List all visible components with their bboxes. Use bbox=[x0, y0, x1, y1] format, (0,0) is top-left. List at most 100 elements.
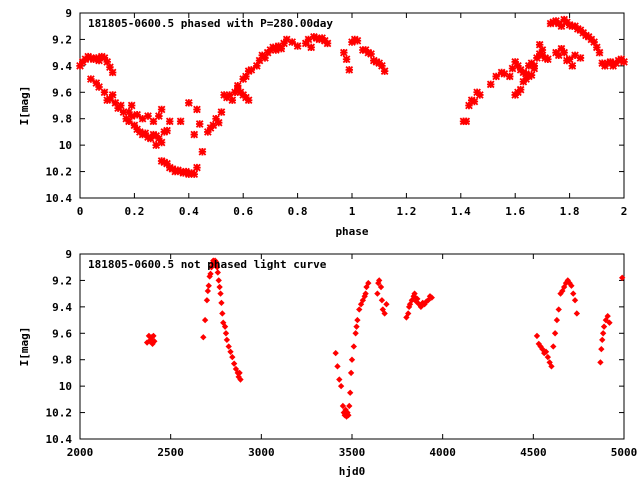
data-point bbox=[462, 117, 471, 126]
data-point bbox=[144, 112, 152, 120]
data-point bbox=[179, 169, 188, 177]
data-point bbox=[163, 159, 171, 168]
y-tick-label: 9.2 bbox=[52, 33, 72, 46]
data-point bbox=[620, 58, 628, 66]
data-point bbox=[203, 297, 211, 304]
x-tick-label: 0.6 bbox=[233, 205, 253, 218]
data-point bbox=[599, 336, 606, 344]
data-point bbox=[560, 48, 568, 57]
x-axis-title: phase bbox=[335, 225, 368, 238]
data-point bbox=[417, 303, 425, 311]
data-point bbox=[165, 163, 174, 172]
data-point bbox=[160, 128, 169, 136]
data-point bbox=[149, 117, 158, 126]
data-point bbox=[216, 283, 223, 291]
data-point bbox=[428, 294, 435, 301]
data-point bbox=[560, 283, 568, 291]
data-point bbox=[549, 18, 558, 27]
data-point bbox=[406, 301, 414, 308]
data-point bbox=[599, 330, 607, 337]
data-point bbox=[542, 348, 550, 355]
top-panel-phased-plot: 0 0.2 0.4 0.6 0.8 1 1.2 1.4 1.6 1.8 2 9 9.2 9.4 9.6 9.8… bbox=[18, 7, 628, 238]
bottom-panel-light-curve: 2000 2500 3000 3500 4000 4500 5000 9 9.2 9.4 9.6 9.… bbox=[18, 248, 637, 478]
data-point bbox=[108, 68, 117, 77]
data-point bbox=[155, 134, 163, 143]
data-point bbox=[557, 22, 566, 31]
data-point bbox=[362, 290, 369, 297]
data-point bbox=[334, 363, 341, 370]
x-tick-label: 4000 bbox=[429, 446, 456, 459]
y-tick-label: 10.4 bbox=[46, 433, 73, 446]
data-point bbox=[557, 44, 566, 53]
data-point bbox=[508, 64, 517, 73]
y-tick-label: 10.2 bbox=[46, 166, 73, 179]
data-point bbox=[378, 297, 386, 304]
y-axis-title: I[mag] bbox=[18, 86, 31, 126]
data-point bbox=[372, 58, 381, 66]
data-point bbox=[190, 130, 199, 139]
data-point bbox=[359, 297, 367, 304]
data-point bbox=[530, 64, 539, 73]
data-point bbox=[348, 356, 356, 363]
data-point bbox=[165, 117, 174, 126]
data-point bbox=[204, 287, 212, 295]
x-tick-label: 0.8 bbox=[288, 205, 308, 218]
data-point bbox=[345, 65, 354, 74]
data-point bbox=[571, 51, 579, 60]
data-point bbox=[363, 283, 370, 291]
data-point bbox=[544, 55, 552, 64]
data-point bbox=[225, 343, 232, 350]
data-point bbox=[383, 301, 390, 308]
data-point bbox=[204, 128, 212, 136]
data-point bbox=[380, 67, 389, 75]
data-point bbox=[221, 323, 229, 330]
data-point bbox=[233, 81, 242, 90]
x-tick-label: 1.8 bbox=[560, 205, 580, 218]
data-point bbox=[604, 312, 611, 320]
data-point bbox=[220, 319, 227, 326]
data-point bbox=[312, 34, 321, 42]
data-point bbox=[92, 79, 101, 87]
data-point bbox=[193, 163, 201, 172]
data-point bbox=[592, 43, 601, 52]
data-point bbox=[342, 55, 351, 64]
data-point bbox=[551, 330, 559, 337]
data-point bbox=[87, 75, 95, 83]
data-point bbox=[304, 35, 313, 44]
y-tick-label: 9 bbox=[65, 7, 72, 20]
data-point bbox=[160, 158, 169, 167]
data-point bbox=[476, 91, 484, 99]
y-tick-label: 9.4 bbox=[52, 301, 72, 314]
data-point bbox=[84, 52, 92, 61]
data-point bbox=[347, 389, 354, 396]
y-tick-label: 10 bbox=[59, 139, 72, 152]
data-point bbox=[125, 117, 133, 126]
data-point bbox=[106, 95, 114, 103]
data-point bbox=[602, 316, 610, 324]
data-point bbox=[527, 71, 536, 79]
x-tick-label: 0.2 bbox=[124, 205, 144, 218]
data-point bbox=[565, 21, 574, 29]
data-point bbox=[201, 316, 209, 324]
data-point bbox=[76, 62, 84, 70]
data-point bbox=[293, 42, 302, 50]
data-point bbox=[174, 166, 182, 175]
x-tick-label: 0.4 bbox=[179, 205, 199, 218]
data-point bbox=[619, 274, 626, 281]
data-point bbox=[554, 51, 563, 60]
data-point bbox=[337, 382, 345, 390]
data-point bbox=[227, 348, 234, 355]
data-point bbox=[573, 25, 582, 33]
data-point bbox=[365, 279, 372, 287]
data-point bbox=[125, 108, 133, 116]
data-point bbox=[353, 323, 360, 330]
data-point bbox=[346, 402, 353, 410]
data-point bbox=[307, 43, 316, 52]
data-point bbox=[209, 121, 218, 130]
chart-title: 181805-0600.5 not phased light curve bbox=[88, 258, 327, 271]
data-point bbox=[214, 118, 223, 127]
data-point bbox=[565, 55, 574, 64]
data-point bbox=[364, 48, 373, 57]
data-point bbox=[378, 62, 386, 70]
